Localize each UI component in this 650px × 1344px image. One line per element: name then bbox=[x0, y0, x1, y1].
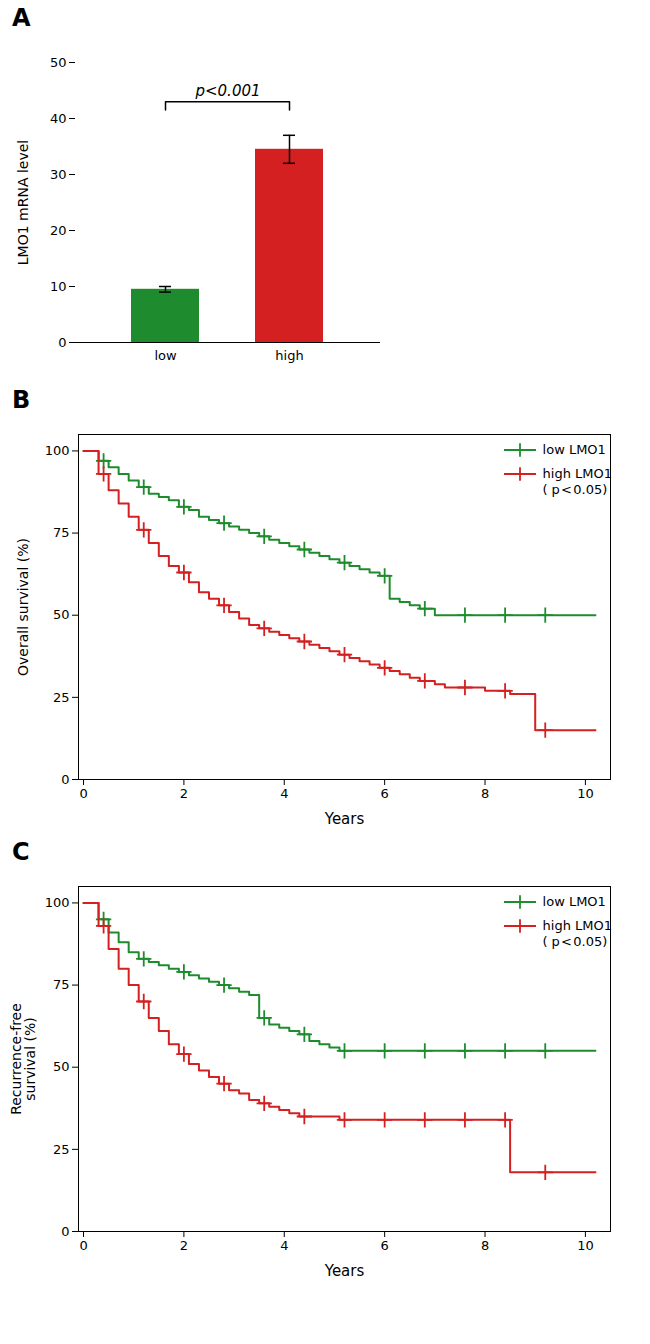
svg-text:50: 50 bbox=[53, 607, 70, 622]
svg-text:Years: Years bbox=[324, 1262, 365, 1280]
svg-text:50: 50 bbox=[50, 55, 67, 70]
svg-text:4: 4 bbox=[280, 786, 288, 801]
svg-text:4: 4 bbox=[280, 1238, 288, 1253]
svg-text:0: 0 bbox=[61, 1224, 69, 1239]
svg-text:10: 10 bbox=[50, 279, 67, 294]
svg-text:0: 0 bbox=[61, 772, 69, 787]
html-text:A: A bbox=[12, 4, 31, 32]
html-text:high LMO1 ( p < 0.05): high LMO1 ( p < 0.05) bbox=[542, 466, 612, 497]
svg-text:75: 75 bbox=[53, 525, 70, 540]
html-text:C: C bbox=[12, 838, 30, 866]
svg-text:Years: Years bbox=[324, 810, 365, 828]
html-text:B: B bbox=[12, 386, 31, 414]
html-text:low LMO1: low LMO1 bbox=[542, 894, 606, 909]
svg-text:100: 100 bbox=[45, 895, 70, 910]
svg-text:0: 0 bbox=[79, 786, 87, 801]
svg-text:75: 75 bbox=[53, 977, 70, 992]
svg-text:20: 20 bbox=[50, 223, 67, 238]
svg-text:8: 8 bbox=[481, 786, 489, 801]
svg-text:2: 2 bbox=[180, 1238, 188, 1253]
svg-text:25: 25 bbox=[53, 1142, 70, 1157]
svg-text:Overall survival (%): Overall survival (%) bbox=[15, 538, 31, 676]
svg-text:10: 10 bbox=[577, 1238, 594, 1253]
svg-text:p<0.001: p<0.001 bbox=[194, 82, 260, 100]
svg-text:LMO1 mRNA level: LMO1 mRNA level bbox=[15, 140, 31, 265]
svg-text:10: 10 bbox=[577, 786, 594, 801]
svg-text:Recurrence-freesurvival (%): Recurrence-freesurvival (%) bbox=[8, 1003, 38, 1115]
svg-text:6: 6 bbox=[381, 786, 389, 801]
svg-text:high: high bbox=[275, 348, 303, 363]
svg-text:100: 100 bbox=[45, 443, 70, 458]
svg-text:0: 0 bbox=[79, 1238, 87, 1253]
html-text:low LMO1: low LMO1 bbox=[542, 442, 606, 457]
svg-text:50: 50 bbox=[53, 1059, 70, 1074]
html-text:high LMO1 ( p < 0.05): high LMO1 ( p < 0.05) bbox=[542, 918, 612, 949]
svg-text:0: 0 bbox=[58, 335, 66, 350]
svg-text:6: 6 bbox=[381, 1238, 389, 1253]
svg-text:low: low bbox=[154, 348, 177, 363]
svg-text:40: 40 bbox=[50, 111, 67, 126]
svg-text:25: 25 bbox=[53, 690, 70, 705]
svg-text:30: 30 bbox=[50, 167, 67, 182]
svg-text:2: 2 bbox=[180, 786, 188, 801]
svg-text:8: 8 bbox=[481, 1238, 489, 1253]
